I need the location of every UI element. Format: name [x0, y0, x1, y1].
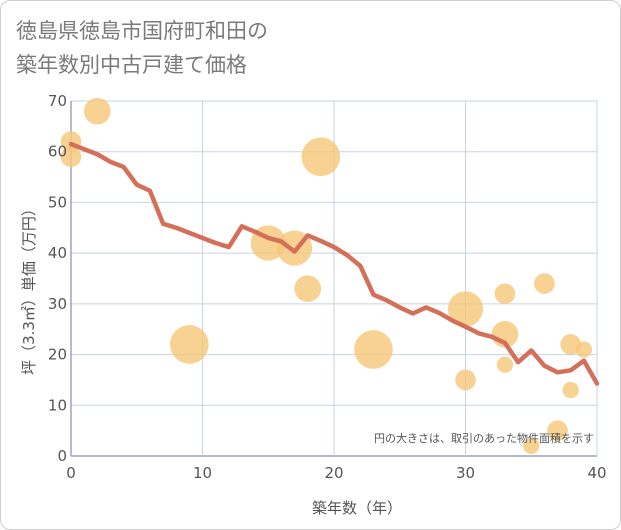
- y-axis-label: 坪（3.3㎡）単価（万円）: [20, 201, 38, 375]
- x-tick-label: 30: [456, 464, 475, 482]
- y-tick-label: 30: [48, 295, 67, 313]
- bubble-point: [294, 275, 322, 302]
- y-tick-label: 40: [48, 244, 67, 262]
- trend-line: [68, 141, 600, 386]
- bubble-point: [534, 273, 555, 294]
- bubble-point: [496, 356, 514, 373]
- bubble-point: [575, 341, 593, 358]
- bubble-point: [523, 437, 540, 455]
- y-tick-label: 0: [57, 447, 67, 465]
- trend-line-series: [68, 141, 600, 386]
- bubble-point: [301, 137, 341, 177]
- y-tick-label: 20: [48, 346, 67, 364]
- bubble-point: [547, 420, 568, 441]
- x-axis-label: 築年数（年）: [312, 499, 402, 517]
- y-tick-label: 70: [48, 92, 67, 110]
- bubble-point: [494, 283, 516, 305]
- x-tick-label: 10: [193, 464, 212, 482]
- y-tick-label: 10: [48, 396, 67, 414]
- y-tick-label: 60: [48, 143, 67, 161]
- bubble-point: [83, 97, 111, 125]
- bubble-point: [170, 325, 209, 364]
- tick-labels: 0 10 20 30 40 50 60 70 0 10 20 30 40: [48, 92, 607, 482]
- size-legend-note: 円の大きさは、取引のあった物件面積を示す: [374, 431, 594, 445]
- bubble-point: [60, 146, 82, 168]
- bubble-point: [447, 291, 484, 327]
- x-tick-label: 40: [587, 464, 606, 482]
- bubble-point: [354, 330, 393, 369]
- x-tick-label: 0: [66, 464, 76, 482]
- x-tick-label: 20: [324, 464, 343, 482]
- grid: [70, 100, 598, 457]
- chart-title: 徳島県徳島市国府町和田の 築年数別中古戸建て価格: [16, 19, 268, 77]
- y-tick-label: 50: [48, 193, 67, 211]
- bubble-point: [455, 369, 476, 391]
- bubble-point: [562, 381, 579, 399]
